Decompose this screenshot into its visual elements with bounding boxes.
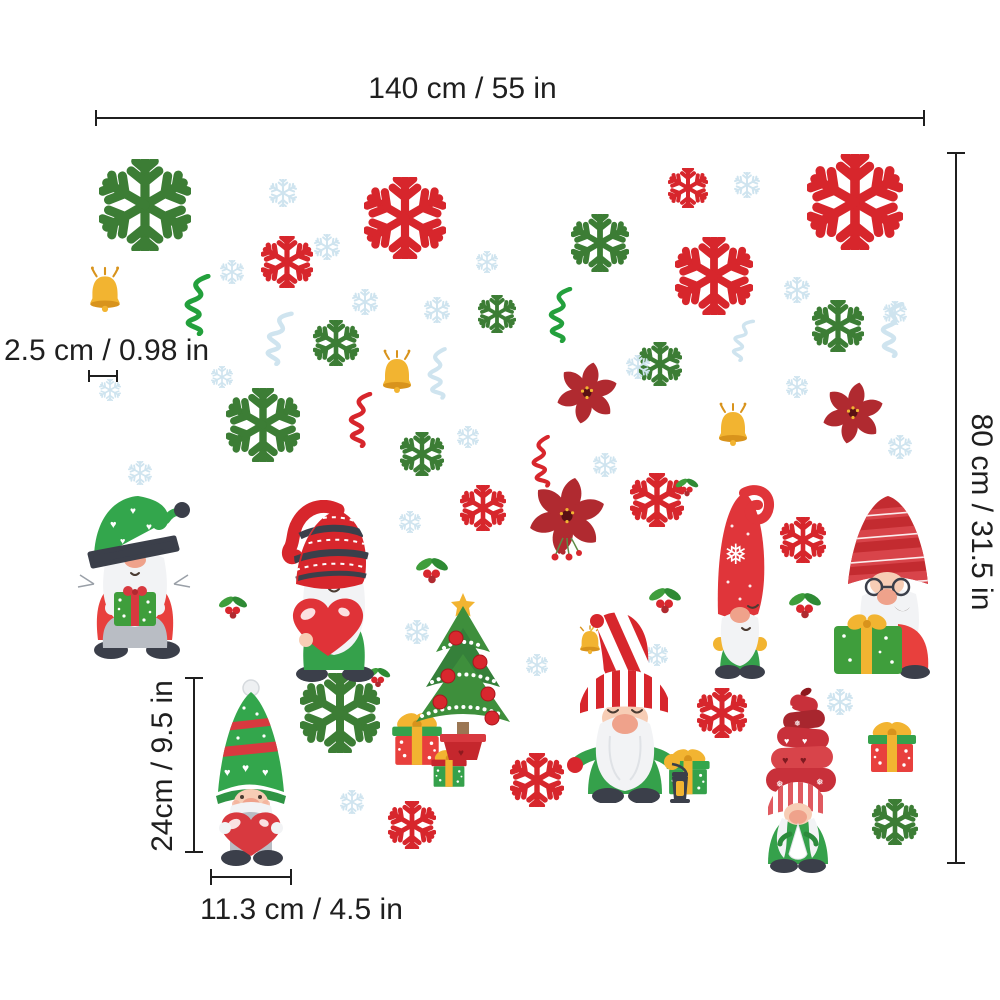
width-dimension-label: 140 cm / 55 in: [368, 72, 557, 105]
snowflake-sticker: [478, 295, 516, 333]
svg-text:♥: ♥: [800, 755, 807, 767]
svg-text:❅: ❅: [776, 779, 784, 789]
snowflake-sticker: [99, 159, 191, 251]
holly-sticker: [675, 477, 699, 497]
snowflake-sticker: [807, 154, 903, 250]
snowflake-sticker: [571, 214, 629, 272]
snowflake-sticker: [697, 688, 747, 738]
small-item-dimension-bracket: [88, 370, 118, 382]
snowflake-sticker: [220, 260, 244, 284]
svg-text:♥: ♥: [788, 703, 793, 712]
svg-text:♥: ♥: [802, 736, 807, 746]
gnome-tall-red-hat-sticker: ❅: [690, 484, 792, 682]
snowflake-sticker: [424, 297, 450, 323]
snowflake-sticker: [211, 366, 233, 388]
holly-sticker: [788, 591, 822, 620]
snowflake-sticker: [827, 689, 853, 715]
svg-text:♥: ♥: [782, 755, 789, 767]
holly-sticker: [415, 556, 449, 585]
snowflake-sticker: [226, 388, 300, 462]
gnome-swirl-hat-praying-sticker: ♥❅♥♥ ♥♥ ❅❅❅: [738, 684, 855, 874]
snowflake-sticker: [510, 753, 564, 807]
svg-text:♥: ♥: [262, 767, 269, 779]
snowflake-sticker: [399, 511, 421, 533]
swirl-sticker: [175, 274, 220, 336]
svg-text:♥: ♥: [110, 519, 117, 531]
snowflake-sticker: [476, 251, 498, 273]
snowflake-sticker: [388, 801, 436, 849]
svg-text:♥: ♥: [146, 522, 152, 533]
holly-sticker: [218, 594, 248, 620]
poinsettia-sticker: [555, 361, 619, 425]
svg-text:♥: ♥: [458, 748, 464, 759]
poinsettia-sticker: [527, 476, 607, 580]
snowflake-sticker: [400, 432, 444, 476]
snowflake-sticker: [593, 453, 617, 477]
swirl-sticker: [340, 392, 380, 448]
snowflake-sticker: [888, 435, 912, 459]
snowflake-sticker: [526, 654, 548, 676]
gnome-red-striped-hat-heart-sticker: [266, 500, 401, 685]
snowflake-sticker: [872, 799, 918, 845]
gnome-height-dimension-label: 24cm / 9.5 in: [146, 680, 179, 852]
width-dimension-line: [95, 110, 925, 126]
snowflake-sticker: [786, 376, 808, 398]
bell-sticker: [377, 349, 417, 395]
swirl-sticker: [520, 434, 564, 491]
svg-text:❅: ❅: [816, 777, 824, 787]
snowflake-sticker: [630, 473, 684, 527]
snowflake-sticker: [780, 517, 826, 563]
swirl-sticker: [254, 307, 302, 368]
snowflake-sticker: [352, 289, 378, 315]
snowflake-sticker: [626, 355, 650, 379]
height-dimension-label: 80 cm / 31.5 in: [965, 413, 998, 611]
christmas-tree-sticker: ♥: [396, 590, 528, 762]
bell-sticker: [713, 402, 753, 448]
snowflake-sticker: [784, 277, 810, 303]
svg-text:❅: ❅: [724, 539, 747, 570]
gnome-height-dimension-line: [185, 677, 203, 853]
svg-text:♥: ♥: [130, 506, 136, 517]
small-item-dimension-label: 2.5 cm / 0.98 in: [4, 334, 210, 367]
gnome-width-dimension-label: 11.3 cm / 4.5 in: [200, 893, 403, 926]
snowflake-sticker: [364, 177, 446, 259]
svg-text:♥: ♥: [120, 536, 125, 546]
snowflake-sticker: [405, 620, 429, 644]
snowflake-sticker: [460, 485, 506, 531]
snowflake-sticker: [668, 168, 708, 208]
gnome-width-dimension-line: [210, 869, 292, 885]
poinsettia-sticker: [821, 381, 885, 445]
snowflake-sticker: [812, 300, 864, 352]
snowflake-sticker: [638, 342, 682, 386]
snowflake-sticker: [261, 236, 313, 288]
snowflake-sticker: [269, 179, 297, 207]
snowflake-sticker: [457, 426, 479, 448]
snowflake-sticker: [128, 461, 152, 485]
svg-text:♥: ♥: [224, 767, 231, 779]
snowflake-sticker: [734, 172, 760, 198]
snowflake-sticker: [99, 379, 121, 401]
gnome-glasses-gift-sticker: [828, 484, 945, 682]
snowflake-sticker: [675, 237, 753, 315]
snowflake-sticker: [314, 234, 340, 260]
gnome-green-hat-gift-sticker: ♥ ♥ ♥ ♥: [70, 480, 200, 665]
swirl-sticker: [723, 316, 762, 365]
snowflake-sticker: [340, 790, 364, 814]
snowflake-sticker: [300, 673, 380, 753]
swirl-sticker: [872, 302, 912, 358]
swirl-sticker: [540, 287, 580, 343]
svg-text:❅: ❅: [794, 719, 801, 728]
svg-text:♥: ♥: [242, 761, 249, 775]
svg-text:♥: ♥: [784, 736, 789, 746]
gnome-candy-stripe-hat-lantern-sticker: [550, 596, 700, 803]
holly-sticker: [648, 586, 682, 615]
swirl-sticker: [417, 346, 460, 402]
gnome-green-red-hat-heart-sticker: ♥ ♥ ♥: [194, 674, 311, 869]
gift-sticker: [862, 715, 922, 775]
bell-sticker: [84, 266, 126, 314]
snowflake-sticker: [313, 320, 359, 366]
height-dimension-line: [947, 152, 965, 864]
